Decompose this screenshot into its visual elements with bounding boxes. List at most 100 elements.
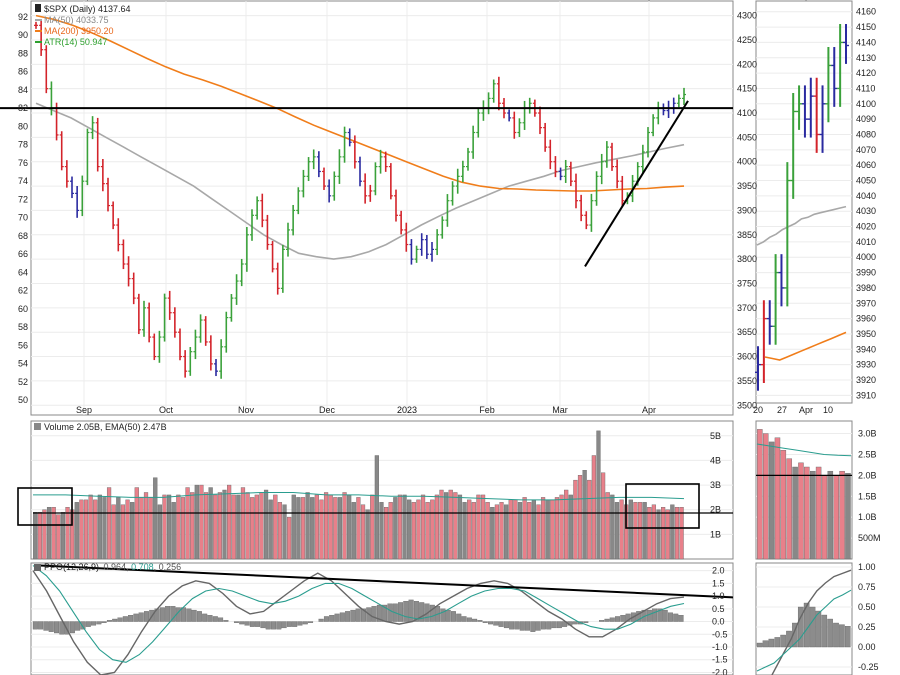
ppo-y-tick-label: 0.25 [858,622,876,632]
ohlc-bar [157,330,162,363]
volume-bar [540,497,546,560]
volume-bar [453,492,458,560]
volume-bar [809,470,816,560]
ohlc-bar [85,128,90,186]
zoom-ohlc-bar [766,300,773,345]
ppo-histogram-bar [244,621,250,626]
ppo-histogram-bar [345,611,351,622]
volume-bar [425,502,430,560]
volume-bar [614,502,620,560]
x-tick-label: Nov [238,405,255,415]
ohlc-bar [172,307,177,338]
ppo-histogram-bar [413,601,419,622]
ohlc-bar [322,167,326,190]
volume-bar [792,466,798,560]
x-tick-label: Mar [552,405,568,415]
x-top-tick-label: Mar [553,0,567,1]
zoom-ohlc-bar [813,77,820,153]
ppo-line [32,570,685,675]
volume-bar [213,494,218,560]
ppo-histogram-bar [69,621,75,634]
ppo-histogram-bar [797,606,804,648]
ppo-histogram-bar [218,617,224,622]
volume-bar [490,507,495,560]
zoom-ma50-line [756,205,847,246]
ohlc-bar [358,156,362,187]
volume-bar [462,502,467,560]
volume-bar [282,504,287,560]
zoom-y-tick-label: 4040 [856,191,876,201]
volume-bar [263,489,269,560]
ppo-histogram-bar [43,621,49,631]
volume-bar [774,437,781,560]
ppo-histogram-bar [202,613,208,622]
volume-bar [217,492,222,560]
y-left-tick-label: 64 [18,267,28,277]
volume-bar [402,494,407,560]
ppo-histogram-bar [323,616,329,622]
ppo-histogram-bar [525,621,531,631]
y-right-tick-label: 3800 [737,254,757,264]
ppo-histogram-bar [371,606,377,622]
volume-bar [323,492,329,560]
volume-bar [365,509,370,560]
zoom-y-tick-label: 4110 [856,83,875,93]
volume-bar [642,502,647,560]
zoom-y-tick-label: 4000 [856,252,876,262]
zoom-y-tick-label: 3910 [856,390,876,400]
ohlc-bar [147,302,152,343]
zoom-ohlc-bar [819,85,826,153]
volume-bar [176,494,181,560]
ppo-histogram-bar [482,621,488,623]
ohlc-bar [286,222,290,257]
volume-bar [51,507,56,560]
volume-bar [254,494,259,560]
ohlc-bar [409,239,414,265]
volume-bar [139,497,144,560]
ppo-histogram-bar [503,621,509,629]
ma50-line [35,102,685,260]
ppo-histogram-bar [91,621,97,626]
ppo-histogram-bar [678,615,684,622]
volume-bar [296,497,301,560]
ohlc-bar [167,290,172,320]
volume-bar [637,502,643,560]
ppo-y-tick-label: 0.75 [858,582,876,592]
ohlc-bar [466,147,470,171]
ppo-histogram-bar [239,621,245,625]
volume-bar [83,499,89,560]
ohlc-bar [332,171,337,201]
volume-bar [768,441,775,560]
ppo-histogram-bar [429,604,435,622]
ohlc-bar [568,161,573,187]
y-right-tick-label: 3650 [737,327,757,337]
ohlc-bar [39,19,44,56]
y-right-tick-label: 4100 [737,108,757,118]
volume-bar [448,489,453,560]
ppo-histogram-bar [297,621,303,626]
ppo-histogram-bar [815,610,822,648]
ppo-histogram-bar [186,608,192,622]
ppo-histogram-bar [540,621,546,630]
volume-bar [300,497,306,560]
ohlc-bar [116,218,121,252]
zoom-y-tick-label: 4080 [856,129,876,139]
volume-bar [153,477,158,560]
volume-y-tick-label: 5B [710,431,721,441]
ohlc-bar [136,293,141,335]
ppo-histogram-bar [827,618,833,648]
ohlc-bar [394,189,398,222]
volume-legend: Volume 2.05B, EMA(50) 2.47B [34,422,167,432]
ppo-histogram-bar [477,620,483,622]
volume-bar [319,499,324,560]
ohlc-bar [517,118,522,137]
volume-bar [550,499,555,560]
zoom-ohlc-bar [831,47,838,107]
volume-bar [171,502,176,560]
ppo-histogram-bar [556,621,562,629]
volume-bar [42,509,47,560]
ohlc-bar [676,94,681,108]
ohlc-bar [512,111,517,139]
volume-bar [780,450,787,560]
ohlc-bar [450,181,455,206]
